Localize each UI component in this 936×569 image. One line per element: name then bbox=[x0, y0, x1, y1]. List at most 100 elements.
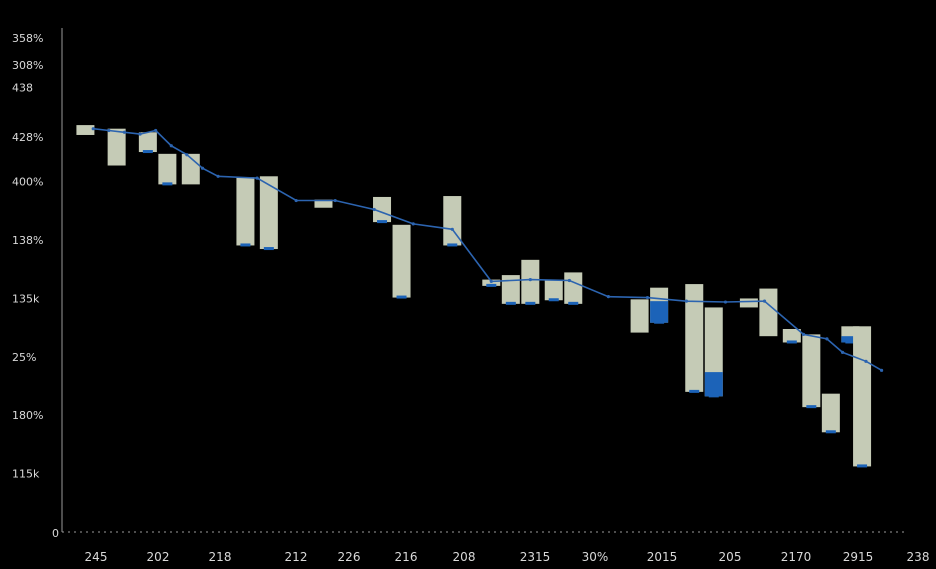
bar bbox=[501, 275, 520, 304]
x-tick-label: 226 bbox=[338, 550, 361, 564]
bar-accent bbox=[650, 301, 669, 323]
trend-point bbox=[879, 368, 884, 372]
bar bbox=[685, 284, 704, 392]
x-tick-label: 238 bbox=[907, 550, 930, 564]
bar bbox=[544, 279, 563, 301]
y-tick-label: 115k bbox=[12, 468, 40, 481]
y-tick-label: 358% bbox=[12, 32, 43, 45]
bar-cap bbox=[525, 301, 536, 305]
trend-point bbox=[169, 144, 173, 148]
trend-point bbox=[606, 295, 610, 299]
trend-point bbox=[864, 359, 868, 363]
bar-cap bbox=[857, 464, 868, 468]
trend-point bbox=[450, 227, 454, 231]
bar-cap bbox=[786, 340, 797, 344]
bar bbox=[521, 259, 540, 304]
x-tick-label: 30% bbox=[582, 550, 609, 564]
y-tick-label: 180% bbox=[12, 409, 43, 422]
bar-cap bbox=[806, 405, 817, 409]
trend-point bbox=[91, 127, 95, 131]
bar bbox=[314, 199, 333, 208]
x-tick-label: 2170 bbox=[781, 550, 812, 564]
bar-cap bbox=[505, 301, 516, 305]
bar bbox=[782, 328, 801, 343]
bar-cap bbox=[708, 394, 719, 398]
trend-point bbox=[372, 207, 376, 212]
y-tick-label: 308% bbox=[12, 59, 43, 72]
trend-point bbox=[185, 153, 189, 157]
trend-point bbox=[122, 130, 127, 134]
bar bbox=[76, 125, 95, 135]
x-tick-label: 245 bbox=[85, 550, 108, 564]
bar-accent bbox=[704, 372, 723, 397]
bar bbox=[236, 177, 255, 246]
trend-point bbox=[528, 277, 532, 282]
bar bbox=[138, 132, 157, 153]
bars bbox=[76, 125, 872, 468]
trend-point bbox=[684, 299, 689, 303]
trend-point bbox=[801, 332, 806, 336]
trend-point bbox=[255, 176, 259, 180]
trend-line bbox=[93, 127, 882, 371]
bar bbox=[373, 196, 392, 223]
trend-point bbox=[762, 299, 767, 303]
bar bbox=[759, 288, 778, 337]
bar bbox=[821, 393, 840, 433]
trend-point bbox=[333, 198, 337, 203]
bar bbox=[158, 153, 177, 185]
y-tick-label: 428% bbox=[12, 131, 43, 144]
y-tick-label: 138% bbox=[12, 234, 43, 247]
trend-point bbox=[294, 198, 298, 203]
trend-point bbox=[216, 174, 220, 178]
trend-point bbox=[154, 128, 158, 133]
x-tick-label: 202 bbox=[147, 550, 170, 564]
bar bbox=[259, 176, 278, 250]
bar-cap bbox=[142, 150, 153, 154]
x-tick-label: 212 bbox=[285, 550, 308, 564]
bar bbox=[630, 299, 649, 333]
trend-point bbox=[489, 279, 493, 283]
axes bbox=[61, 28, 908, 533]
bar-cap bbox=[396, 295, 407, 299]
trend-point bbox=[411, 222, 415, 226]
y-tick-label: 438 bbox=[12, 81, 33, 94]
x-tick-label: 2315 bbox=[520, 550, 551, 564]
y-origin-label: 0 bbox=[52, 527, 59, 540]
bar bbox=[564, 272, 583, 304]
bar-cap bbox=[486, 283, 497, 287]
bar-cap bbox=[548, 298, 559, 302]
bar-cap bbox=[845, 340, 856, 344]
bar bbox=[802, 334, 821, 408]
bar-cap bbox=[377, 220, 388, 224]
x-tick-label: 216 bbox=[395, 550, 418, 564]
bar-cap bbox=[447, 243, 458, 247]
x-tick-label: 2015 bbox=[647, 550, 678, 564]
bar bbox=[853, 326, 872, 467]
bar-accent bbox=[841, 336, 860, 343]
trend-point bbox=[107, 128, 111, 133]
bar-cap bbox=[263, 247, 274, 251]
trend-point bbox=[645, 295, 650, 300]
bar bbox=[739, 298, 758, 308]
x-tick-label: 2915 bbox=[843, 550, 874, 564]
bar-cap bbox=[825, 430, 836, 434]
bar-cap bbox=[568, 301, 579, 305]
trend-point bbox=[567, 278, 571, 283]
x-tick-label: 208 bbox=[453, 550, 476, 564]
trend-line-layer bbox=[91, 127, 884, 372]
trend-point bbox=[825, 337, 829, 341]
bar bbox=[392, 224, 411, 298]
bar-cap bbox=[654, 320, 665, 324]
y-tick-label: 25% bbox=[12, 351, 36, 364]
tick-labels: 0 115k 180% 25% 135k 138% 400% 428% 438 308% 358% 2… bbox=[12, 32, 929, 564]
bar-cap bbox=[240, 243, 251, 247]
trend-point bbox=[723, 300, 728, 304]
y-tick-label: 400% bbox=[12, 176, 43, 189]
trend-point bbox=[200, 166, 205, 170]
bar bbox=[443, 196, 462, 246]
trend-point bbox=[840, 350, 845, 354]
bar-cap bbox=[162, 182, 173, 186]
bar-cap bbox=[689, 389, 700, 393]
trend-point bbox=[138, 132, 142, 136]
